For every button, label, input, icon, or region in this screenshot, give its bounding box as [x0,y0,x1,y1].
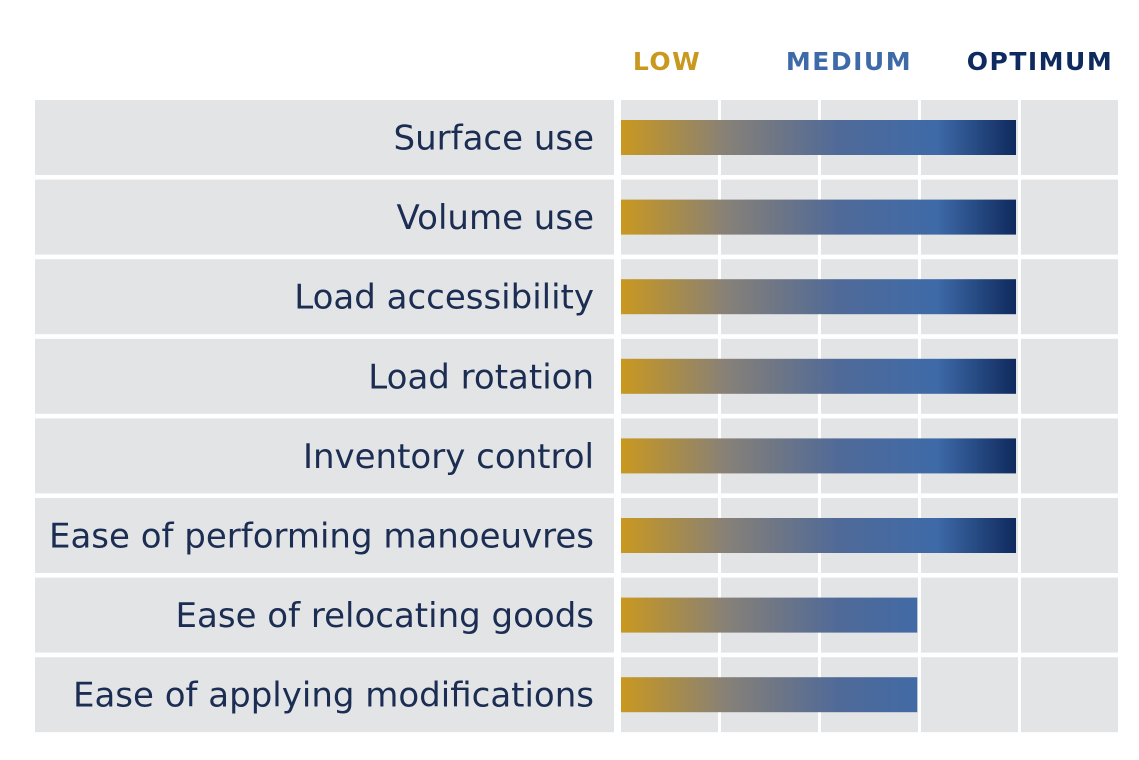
grid-cell [1021,338,1118,414]
row-label: Ease of applying modifications [73,676,594,716]
scale-label-medium: MEDIUM [786,47,912,76]
row-label-cell [35,100,614,175]
chart-rows: Surface use Volume use Load accessibility L… [35,100,1118,733]
grid-cell [1021,657,1118,733]
rating-bar [621,120,1016,155]
row-label: Inventory control [303,437,594,477]
rating-bar [621,597,918,633]
row-label: Load rotation [368,357,594,397]
grid-cell [921,577,1018,653]
row-label: Ease of relocating goods [176,596,594,636]
scale-label-optimum: OPTIMUM [967,47,1114,76]
row-label: Ease of performing manoeuvres [49,517,594,557]
grid-cell [1021,498,1118,573]
rating-bar [621,358,1016,394]
rating-bar [621,199,1016,235]
grid-cell [1021,418,1118,494]
rating-bar [621,677,918,713]
grid-cell [1021,577,1118,653]
row-label: Surface use [393,119,594,159]
row-label-cell [35,418,614,494]
row-label-cell [35,657,614,733]
grid-cell [1021,100,1118,175]
row-label: Volume use [397,198,594,238]
row-label: Load accessibility [294,278,594,318]
scale-header: LOW MEDIUM OPTIMUM [633,47,1114,76]
row-label-cell [35,259,614,335]
scale-label-low: LOW [633,47,701,76]
row-label-cell [35,577,614,653]
row-label-cell [35,338,614,414]
grid-cell [1021,259,1118,335]
rating-bar [621,438,1016,474]
grid-cell [921,657,1018,733]
row-label-cell [35,498,614,573]
row-label-cell [35,179,614,255]
rating-bar [621,518,1016,553]
grid-cell [1021,179,1118,255]
rating-bar [621,279,1016,315]
